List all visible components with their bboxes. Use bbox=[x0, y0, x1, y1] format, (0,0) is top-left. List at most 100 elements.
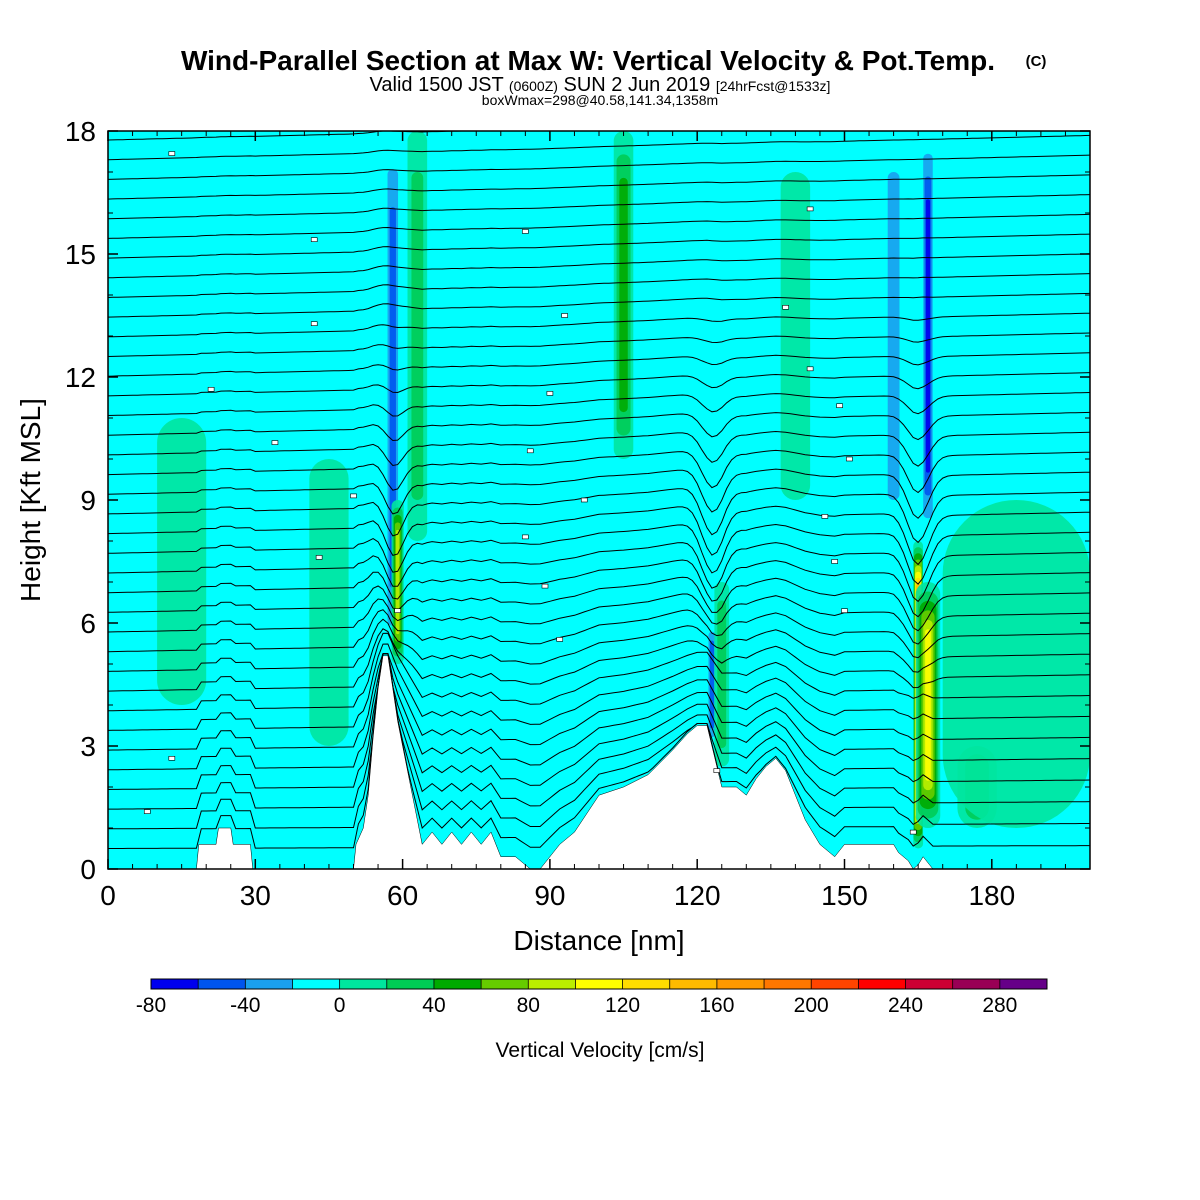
contour-label-marker bbox=[713, 768, 721, 773]
y-tick-label: 15 bbox=[65, 239, 96, 270]
velocity-cell bbox=[309, 459, 349, 746]
colorbar-swatch bbox=[999, 979, 1048, 989]
isentrope-line bbox=[108, 523, 1090, 585]
colorbar-swatch bbox=[764, 979, 812, 989]
velocity-cell bbox=[717, 600, 727, 749]
plot-area bbox=[108, 131, 1090, 869]
terrain-profile bbox=[108, 655, 1090, 869]
colorbar-swatch bbox=[339, 979, 388, 989]
colorbar-swatch bbox=[198, 979, 246, 989]
isentrope-line bbox=[108, 487, 1090, 544]
colorbar-swatch bbox=[811, 979, 859, 989]
isentrope-line bbox=[108, 154, 1090, 180]
isentrope-line bbox=[108, 542, 1090, 603]
chart-subtitle-2: boxWmax=298@40.58,141.34,1358m bbox=[482, 92, 718, 108]
contour-label-marker bbox=[143, 809, 151, 814]
velocity-cell bbox=[396, 529, 400, 635]
contour-label-marker bbox=[561, 313, 568, 318]
subtitle-forecast: [24hrFcst@1533z] bbox=[716, 78, 831, 94]
isentrope-line bbox=[108, 593, 1090, 645]
chart-title-mark: (C) bbox=[1026, 53, 1047, 70]
velocity-cell bbox=[942, 500, 1090, 828]
velocity-cell bbox=[925, 199, 931, 473]
contour-label-marker bbox=[909, 829, 917, 835]
colorbar-tick-label: 280 bbox=[982, 994, 1017, 1017]
contour-label-marker bbox=[846, 456, 853, 462]
chart-title: Wind-Parallel Section at Max W: Vertical… bbox=[181, 45, 995, 76]
isentrope-line bbox=[108, 449, 1090, 494]
isentrope-line bbox=[108, 618, 1090, 673]
colorbar-swatch bbox=[151, 979, 199, 989]
contour-label-marker bbox=[522, 534, 529, 540]
x-tick-label: 60 bbox=[387, 880, 418, 911]
chart-subtitle: Valid 1500 JST (0600Z) SUN 2 Jun 2019 [2… bbox=[370, 74, 831, 96]
velocity-cell bbox=[389, 207, 396, 588]
isentrope-line bbox=[108, 632, 1090, 712]
isentrope-line bbox=[108, 653, 1090, 790]
contour-label-marker bbox=[841, 608, 848, 614]
y-tick-label: 6 bbox=[80, 608, 96, 639]
colorbar-swatch bbox=[669, 979, 718, 989]
contour-label-marker bbox=[806, 206, 814, 212]
contour-label-marker bbox=[546, 391, 554, 396]
isentrope-line bbox=[108, 174, 1090, 200]
velocity-cell bbox=[633, 131, 663, 541]
contour-label-marker bbox=[541, 583, 549, 589]
colorbar-swatch bbox=[622, 979, 671, 989]
isentrope-line bbox=[108, 653, 1090, 771]
isentrope-line bbox=[108, 131, 482, 141]
y-axis-title: Height [Kft MSL] bbox=[15, 398, 46, 602]
velocity-field bbox=[157, 131, 1090, 849]
isentrope-line bbox=[108, 392, 1090, 417]
colorbar-tick-label: 160 bbox=[699, 994, 734, 1017]
colorbar-swatch bbox=[292, 979, 341, 989]
x-tick-label: 180 bbox=[968, 880, 1015, 911]
y-tick-label: 9 bbox=[80, 485, 96, 516]
isentrope-line bbox=[108, 468, 1090, 519]
y-tick-label: 18 bbox=[65, 116, 96, 147]
isentrope-line bbox=[108, 559, 1090, 618]
x-tick-label: 0 bbox=[100, 880, 116, 911]
velocity-cell bbox=[925, 629, 931, 781]
isentrope-line bbox=[108, 292, 1090, 318]
colorbar-tick-label: 120 bbox=[605, 994, 640, 1017]
isentrope-line bbox=[108, 576, 1090, 632]
x-tick-label: 30 bbox=[240, 880, 271, 911]
isentrope-line bbox=[108, 194, 1090, 220]
contour-label-marker bbox=[310, 321, 318, 327]
isentrope-line bbox=[108, 332, 1090, 357]
colorbar-tick-label: 240 bbox=[888, 994, 923, 1017]
axes: 0 30 60 90 120 150 180 0 3 6 9 12 15 18 bbox=[65, 116, 1091, 911]
contour-label-marker bbox=[394, 608, 401, 614]
x-tick-label: 120 bbox=[674, 880, 721, 911]
terrain bbox=[108, 655, 1090, 869]
isentrope-line bbox=[108, 213, 1090, 239]
isentrope-line bbox=[108, 253, 1090, 279]
colorbar-tick-label: 0 bbox=[334, 994, 346, 1017]
contour-label-marker bbox=[580, 497, 588, 503]
contour-label-marker bbox=[821, 514, 829, 519]
colorbar-swatch bbox=[716, 979, 765, 989]
isentrope-line bbox=[108, 505, 1090, 566]
colorbar-swatch bbox=[952, 979, 1001, 989]
velocity-cell bbox=[157, 418, 207, 705]
isentrope-line bbox=[108, 411, 1090, 442]
y-tick-label: 3 bbox=[80, 731, 96, 762]
isentrope-line bbox=[108, 430, 1090, 467]
isentrope-line bbox=[108, 643, 1090, 731]
contour-label-marker bbox=[782, 304, 789, 310]
x-tick-label: 90 bbox=[534, 880, 565, 911]
contour-label-marker bbox=[806, 366, 814, 372]
isentrope-line bbox=[108, 609, 1090, 659]
contour-label-marker bbox=[522, 229, 529, 234]
y-tick-label: 12 bbox=[65, 362, 96, 393]
colorbar-swatch bbox=[858, 979, 907, 989]
contour-labels bbox=[143, 151, 917, 835]
isentrope-line bbox=[108, 653, 1090, 849]
colorbar-tick-label: -80 bbox=[136, 994, 166, 1017]
colorbar-tick-label: -40 bbox=[230, 994, 260, 1017]
colorbar-tick-label: 40 bbox=[422, 994, 445, 1017]
subtitle-valid: Valid 1500 JST bbox=[370, 74, 504, 96]
contour-label-marker bbox=[271, 440, 279, 445]
